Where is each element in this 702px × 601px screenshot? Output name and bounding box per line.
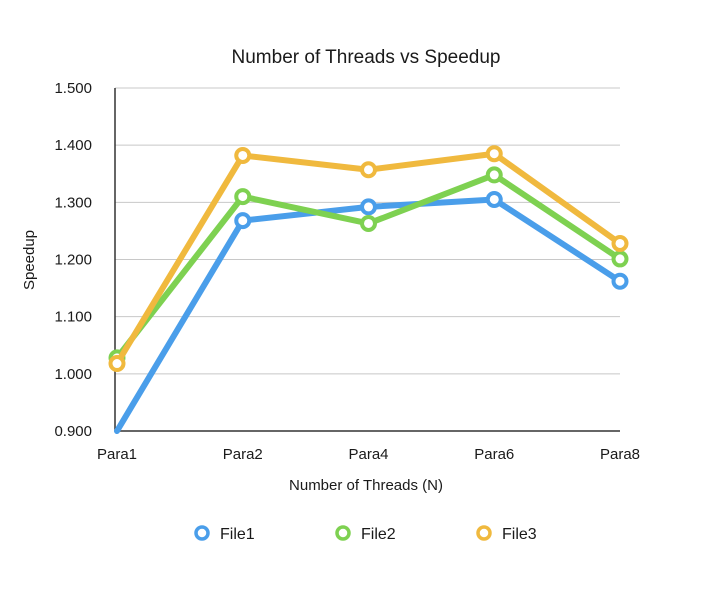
x-tick-label: Para8	[600, 446, 640, 463]
legend-label: File2	[361, 526, 396, 543]
data-point	[611, 250, 629, 268]
legend-label: File3	[502, 526, 537, 543]
legend-label: File1	[220, 526, 255, 543]
data-point	[611, 272, 629, 290]
data-point	[485, 166, 503, 184]
data-point	[360, 161, 377, 179]
data-point	[108, 355, 126, 373]
data-point	[234, 212, 252, 230]
x-tick-label: Para1	[97, 446, 137, 463]
data-point	[360, 198, 377, 216]
data-point	[485, 190, 503, 208]
chart-title: Number of Threads vs Speedup	[232, 47, 501, 68]
legend-item-file2: File2	[335, 525, 396, 543]
series-file2	[108, 166, 629, 367]
x-tick-label: Para4	[348, 446, 388, 463]
series-file1	[114, 190, 629, 434]
y-tick-label: 1.400	[54, 137, 92, 154]
y-tick-labels: 0.900 1.000 1.100 1.200 1.300 1.400 1.500	[54, 80, 92, 440]
series-lines	[108, 145, 629, 434]
y-axis-label: Speedup	[21, 230, 38, 290]
data-point	[234, 188, 252, 206]
x-tick-label: Para6	[474, 446, 514, 463]
x-axis-label: Number of Threads (N)	[289, 477, 443, 494]
y-tick-label: 1.500	[54, 80, 92, 97]
y-tick-label: 0.900	[54, 423, 92, 440]
data-point	[485, 145, 503, 163]
legend-marker	[335, 525, 351, 541]
data-point	[234, 146, 252, 164]
legend-item-file3: File3	[476, 525, 537, 543]
y-tick-label: 1.100	[54, 309, 92, 326]
x-tick-label: Para2	[223, 446, 263, 463]
legend-item-file1: File1	[194, 525, 255, 543]
y-tick-label: 1.200	[54, 252, 92, 269]
y-tick-label: 1.300	[54, 194, 92, 211]
data-point	[360, 214, 377, 232]
legend-marker	[194, 525, 210, 541]
y-tick-label: 1.000	[54, 366, 92, 383]
gridlines	[115, 87, 620, 375]
series-file3	[108, 145, 629, 373]
legend-marker	[476, 525, 492, 541]
data-point	[611, 234, 629, 252]
legend: File1 File2 File3	[194, 525, 537, 543]
x-tick-labels: Para1 Para2 Para4 Para6 Para8	[97, 446, 640, 463]
